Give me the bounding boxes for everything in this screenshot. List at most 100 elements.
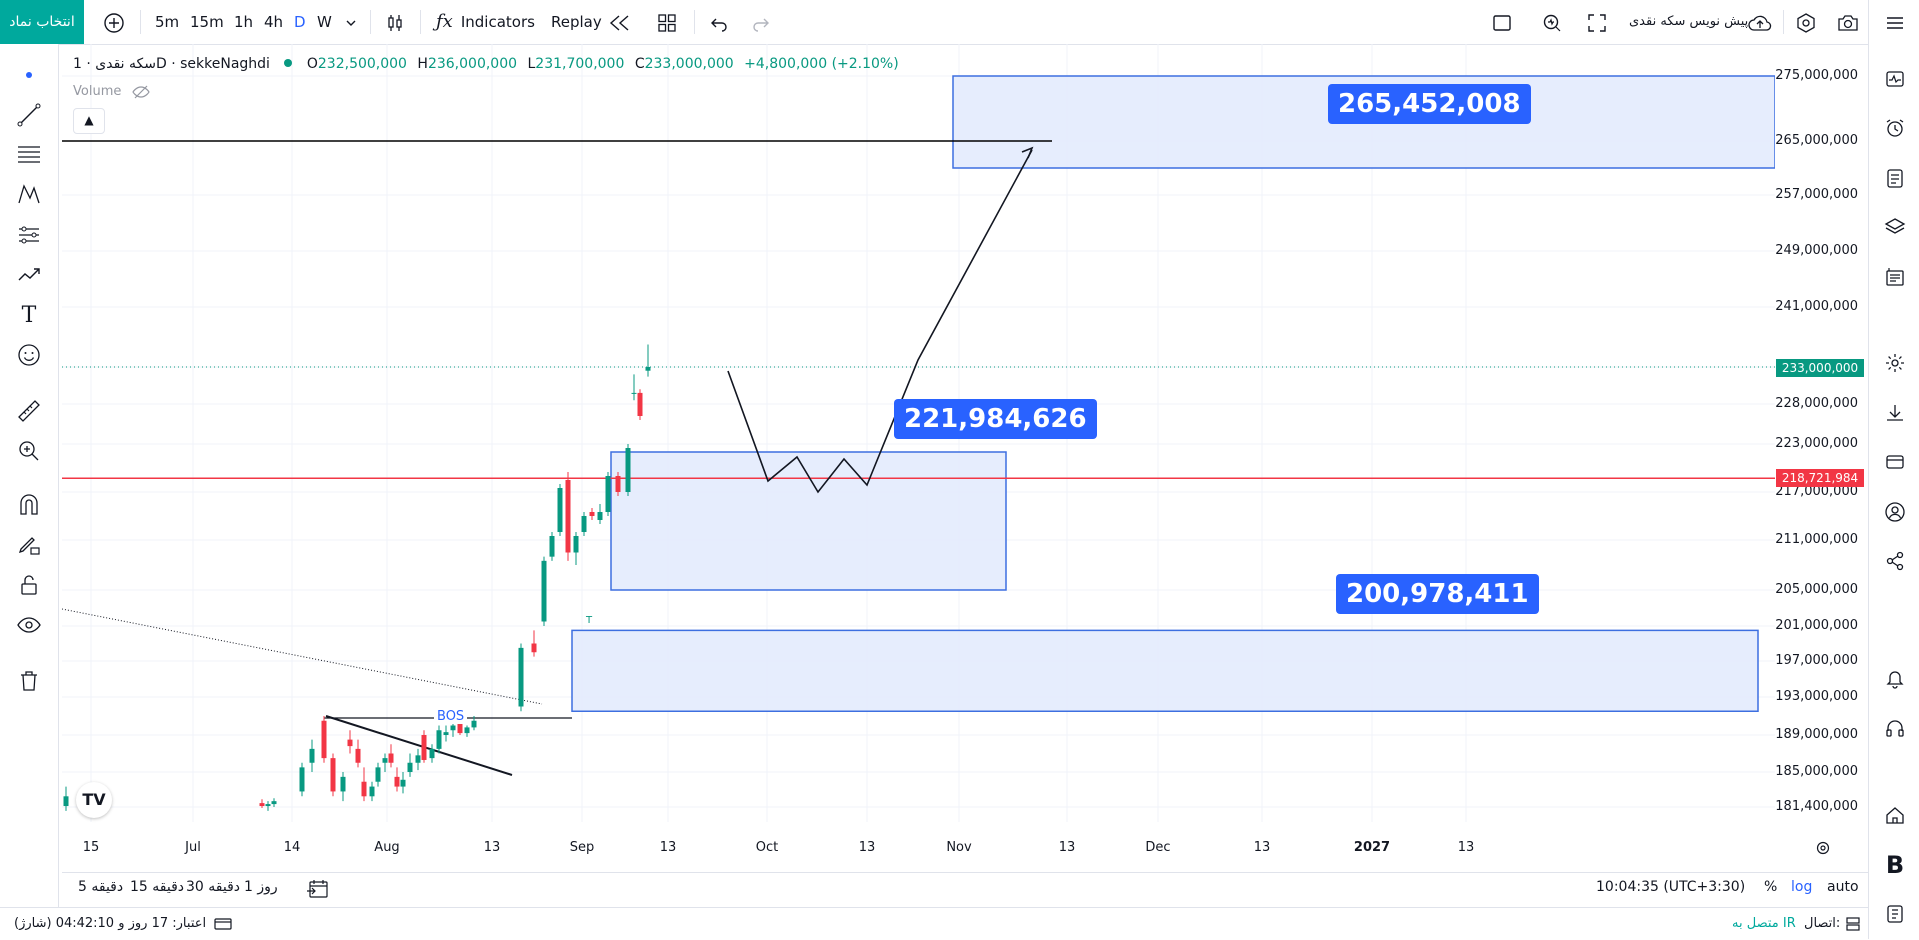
trash-icon[interactable] (14, 666, 44, 696)
interval-4h[interactable]: 4h (264, 13, 284, 31)
auto-toggle[interactable]: auto (1827, 879, 1859, 895)
cloud-save-button[interactable] (1746, 0, 1774, 44)
interval-15m[interactable]: 15m (190, 13, 224, 31)
scale-settings-button[interactable] (1815, 840, 1831, 860)
callout-mid[interactable]: 221,984,626 (894, 399, 1097, 439)
search-pulse-icon (1543, 14, 1561, 31)
credit-status: اعتبار: 17 روز و 04:42:10 (شارژ) (14, 916, 232, 931)
share-icon[interactable] (1880, 546, 1910, 576)
callout-low[interactable]: 200,978,411 (1336, 574, 1539, 614)
symbol-search-button[interactable]: انتخاب نماد (0, 0, 84, 44)
percent-toggle[interactable]: % (1764, 879, 1778, 895)
layout-title[interactable]: پیش نویس سکه نقدی (1629, 14, 1749, 29)
settings-hex-button[interactable] (1795, 0, 1817, 44)
price-tick-label: 228,000,000 (1775, 396, 1858, 411)
price-tick-label: 211,000,000 (1775, 532, 1858, 547)
wallet-icon[interactable] (1880, 447, 1910, 477)
profile-icon[interactable] (1880, 497, 1910, 527)
bos-label[interactable]: BOS (434, 709, 468, 724)
brand-b-icon[interactable]: B (1885, 851, 1905, 879)
cursor-dot-icon[interactable] (14, 60, 44, 90)
undo-button[interactable] (709, 0, 729, 44)
eye-off-icon[interactable] (131, 85, 150, 99)
download-icon[interactable] (1880, 398, 1910, 428)
trend-line-icon[interactable] (14, 100, 44, 130)
candle-body (429, 748, 435, 759)
interval-1h[interactable]: 1h (234, 13, 254, 31)
time-tick-label: Sep (569, 840, 595, 855)
range-5m[interactable]: 5 دقیقه (78, 879, 124, 895)
price-scale[interactable]: 275,000,000 265,000,000 257,000,000 249,000… (1775, 44, 1868, 862)
range-15m[interactable]: 15 دقیقه (130, 879, 185, 895)
chart-type-button[interactable] (384, 0, 406, 44)
interval-5m[interactable]: 5m (155, 13, 180, 31)
price-tick-label: 217,000,000 (1775, 484, 1858, 499)
time-tick-label: 2027 (1353, 840, 1391, 855)
news-icon[interactable] (1880, 262, 1910, 292)
magnet-icon[interactable] (14, 490, 44, 520)
ruler-icon[interactable] (14, 396, 44, 426)
intervals-dropdown-button[interactable] (344, 0, 358, 44)
watchlist-icon[interactable] (1880, 64, 1910, 94)
projection-path (727, 149, 1033, 494)
fullscreen-square-button[interactable] (1491, 0, 1513, 44)
price-chart[interactable] (62, 44, 1775, 862)
time-tick-label: 13 (1253, 840, 1271, 855)
candle-body (407, 762, 413, 772)
eye-icon[interactable] (14, 610, 44, 640)
candle-body (415, 755, 421, 763)
indicators-button[interactable]: ƒx Indicators (436, 0, 535, 44)
interval-w[interactable]: W (317, 13, 332, 31)
red-line-price-badge: 218,721,984 (1776, 469, 1864, 487)
add-symbol-button[interactable] (103, 0, 125, 44)
headset-icon[interactable] (1880, 713, 1910, 743)
range-1d[interactable]: 1 روز (244, 879, 278, 895)
layout-button[interactable] (656, 0, 678, 44)
candle-body (597, 512, 603, 520)
brush-icon[interactable] (14, 260, 44, 290)
range-30m[interactable]: 30 دقیقه (186, 879, 241, 895)
candle-body (265, 804, 271, 807)
pattern-icon[interactable] (14, 180, 44, 210)
lock-icon[interactable] (14, 570, 44, 600)
zoom-in-icon[interactable] (14, 436, 44, 466)
emoji-icon[interactable] (14, 340, 44, 370)
candle-body (645, 367, 651, 371)
settings-gear-icon[interactable] (1880, 348, 1910, 378)
fullscreen-button[interactable] (1586, 0, 1608, 44)
callout-top[interactable]: 265,452,008 (1328, 84, 1531, 124)
notes-icon[interactable] (1880, 163, 1910, 193)
function-icon: ƒx (436, 11, 453, 32)
interval-d[interactable]: D (294, 13, 306, 31)
layers-icon[interactable] (1880, 212, 1910, 242)
home-icon[interactable] (1880, 800, 1910, 830)
candle-body (361, 781, 367, 797)
replay-button[interactable]: Replay (551, 0, 633, 44)
collapse-legend-button[interactable]: ▲ (73, 108, 105, 134)
candle-body (631, 392, 637, 394)
candle-body (330, 758, 336, 792)
redo-button[interactable] (751, 0, 771, 44)
tradingview-logo-icon[interactable]: TV (76, 782, 112, 818)
prediction-icon[interactable] (14, 220, 44, 250)
volume-legend[interactable]: Volume (73, 84, 150, 99)
text-icon[interactable]: T (21, 302, 37, 328)
alarm-icon[interactable] (1880, 113, 1910, 143)
candle-body (63, 796, 69, 807)
screenshot-button[interactable] (1836, 0, 1860, 44)
currency-icon[interactable] (1880, 899, 1910, 929)
candle-body (541, 560, 547, 622)
goto-date-button[interactable] (306, 879, 330, 903)
projection-arrowhead (1021, 146, 1034, 159)
clock[interactable]: 10:04:35 (UTC+3:30) (1596, 879, 1746, 895)
fib-lines-icon[interactable] (14, 140, 44, 170)
quick-search-button[interactable] (1541, 0, 1563, 44)
time-scale[interactable]: 15 Jul 14 Aug 13 Sep 13 Oct 13 Nov 13 Dec 13 2027 13 (62, 830, 1775, 862)
candle-body (531, 643, 537, 653)
bell-icon[interactable] (1880, 663, 1910, 693)
menu-icon[interactable] (1880, 8, 1910, 38)
pencil-lock-icon[interactable] (14, 530, 44, 560)
legend-symbol[interactable]: سکه نقدی · 1D · sekkeNaghdi (73, 56, 270, 72)
log-toggle[interactable]: log (1791, 879, 1813, 895)
legend-change: +4,800,000 (+2.10%) (744, 56, 899, 72)
